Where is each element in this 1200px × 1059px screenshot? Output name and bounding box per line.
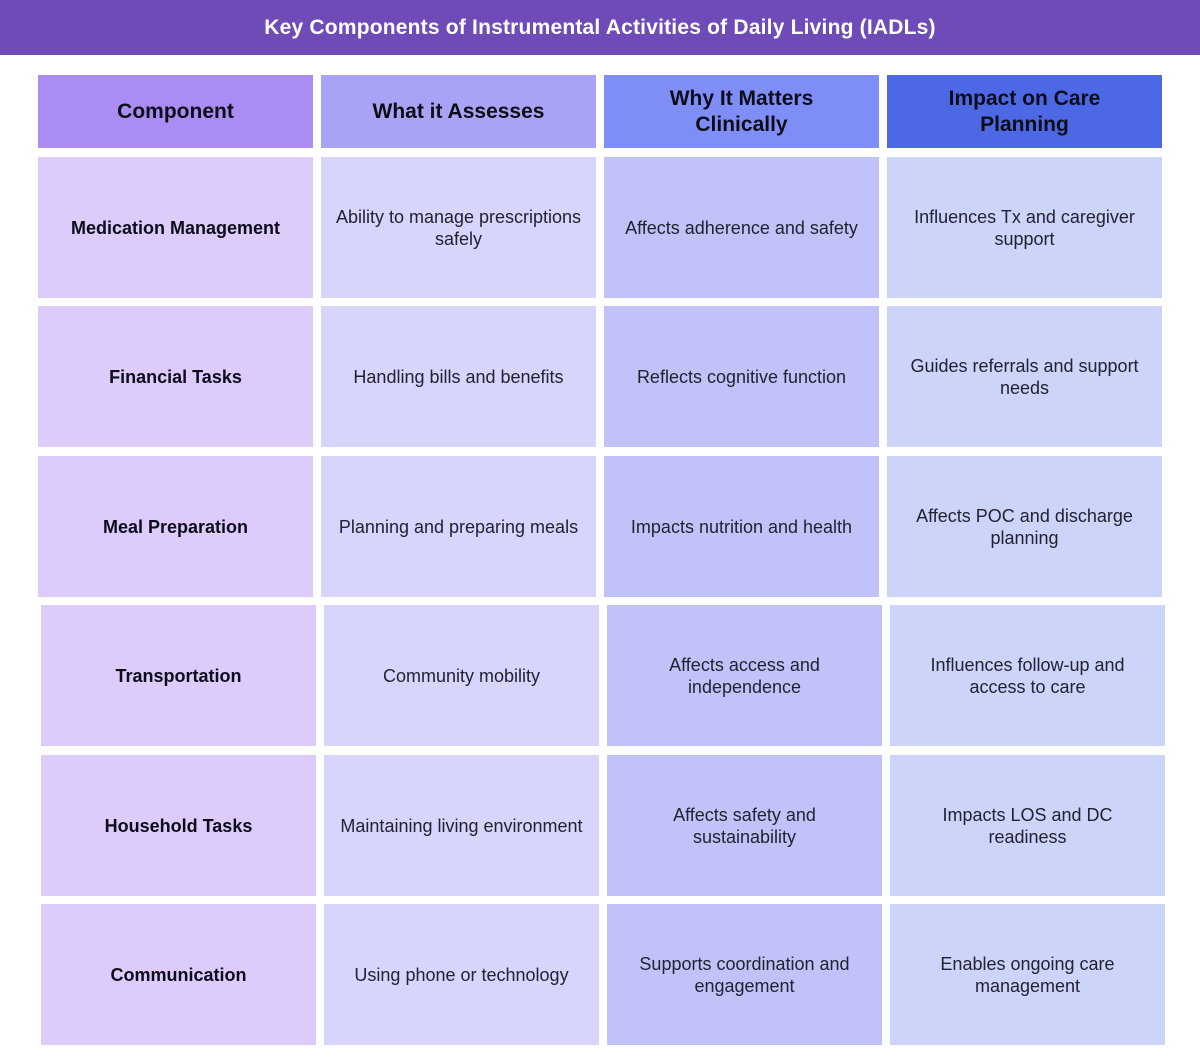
table-row: Communication Using phone or technology … [41,904,1165,1045]
table-cell-component: Household Tasks [41,755,316,896]
table-cell-impact: Impacts LOS and DC readiness [890,755,1165,896]
table-cell-component: Transportation [41,605,316,746]
table-header-row: Component What it Assesses Why It Matter… [38,75,1162,148]
table-cell-impact: Enables ongoing care management [890,904,1165,1045]
table-cell-why-matters: Affects access and independence [607,605,882,746]
table-cell-why-matters: Reflects cognitive function [604,306,879,447]
table-cell-component: Medication Management [38,157,313,298]
table-cell-impact: Guides referrals and support needs [887,306,1162,447]
table-cell-assesses: Planning and preparing meals [321,456,596,597]
title-bar: Key Components of Instrumental Activitie… [0,0,1200,55]
page-title: Key Components of Instrumental Activitie… [264,15,936,39]
table-row: Meal Preparation Planning and preparing … [38,456,1162,597]
table-cell-component: Communication [41,904,316,1045]
table-cell-assesses: Maintaining living environment [324,755,599,896]
table-cell-why-matters: Impacts nutrition and health [604,456,879,597]
table-row: Transportation Community mobility Affect… [41,605,1165,746]
table-cell-assesses: Handling bills and benefits [321,306,596,447]
table-row: Household Tasks Maintaining living envir… [41,755,1165,896]
table-cell-why-matters: Supports coordination and engagement [607,904,882,1045]
table-cell-impact: Influences follow-up and access to care [890,605,1165,746]
table-row: Financial Tasks Handling bills and benef… [38,306,1162,447]
table-row: Medication Management Ability to manage … [38,157,1162,298]
table-cell-assesses: Ability to manage prescriptions safely [321,157,596,298]
header-cell-component: Component [38,75,313,148]
header-cell-what-it-assesses: What it Assesses [321,75,596,148]
table-cell-assesses: Using phone or technology [324,904,599,1045]
table-cell-component: Financial Tasks [38,306,313,447]
table-cell-why-matters: Affects safety and sustainability [607,755,882,896]
header-cell-impact-on-care: Impact on Care Planning [887,75,1162,148]
table-cell-assesses: Community mobility [324,605,599,746]
table-cell-component: Meal Preparation [38,456,313,597]
table-cell-impact: Influences Tx and caregiver support [887,157,1162,298]
table-cell-why-matters: Affects adherence and safety [604,157,879,298]
table-cell-impact: Affects POC and discharge planning [887,456,1162,597]
header-cell-why-it-matters: Why It Matters Clinically [604,75,879,148]
